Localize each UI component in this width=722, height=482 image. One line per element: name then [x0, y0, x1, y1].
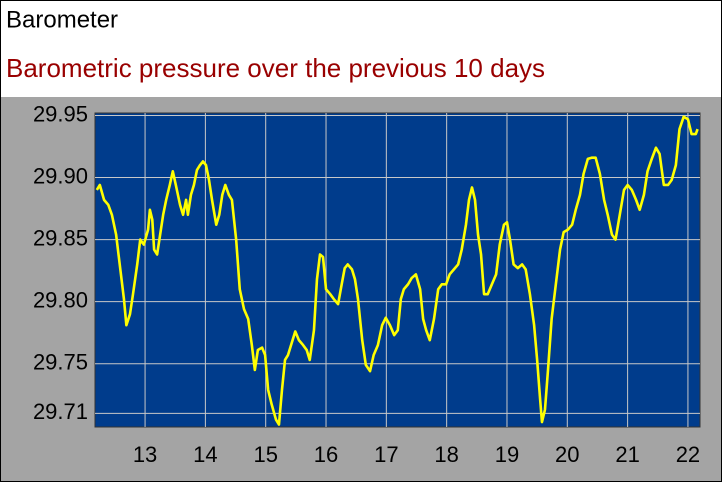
- series: [95, 115, 699, 426]
- x-tick-label: 13: [133, 442, 157, 467]
- x-tick-label: 19: [495, 442, 519, 467]
- x-tick-label: 22: [676, 442, 700, 467]
- x-tick-label: 21: [615, 442, 639, 467]
- x-tick-label: 15: [253, 442, 277, 467]
- tick-labels: 29.71 29.75 29.80 29.85 29.90 29.95 13 14 15 16 17…: [33, 101, 700, 467]
- chart-title: Barometer: [6, 6, 118, 33]
- plot-area: [94, 112, 701, 428]
- header: [0, 0, 722, 97]
- x-tick-label: 17: [374, 442, 398, 467]
- x-tick-label: 16: [314, 442, 338, 467]
- x-tick-label: 20: [555, 442, 579, 467]
- x-tick-label: 14: [193, 442, 217, 467]
- y-tick-label: 29.80: [33, 287, 88, 312]
- y-tick-label: 29.85: [33, 225, 88, 250]
- grid: [95, 113, 700, 427]
- y-tick-label: 29.75: [33, 350, 88, 375]
- pressure-line: [95, 115, 699, 426]
- chart-subtitle: Barometric pressure over the previous 10…: [6, 53, 545, 83]
- y-tick-label: 29.95: [33, 101, 88, 126]
- x-tick-label: 18: [434, 442, 458, 467]
- y-tick-label: 29.71: [33, 399, 88, 424]
- y-tick-label: 29.90: [33, 163, 88, 188]
